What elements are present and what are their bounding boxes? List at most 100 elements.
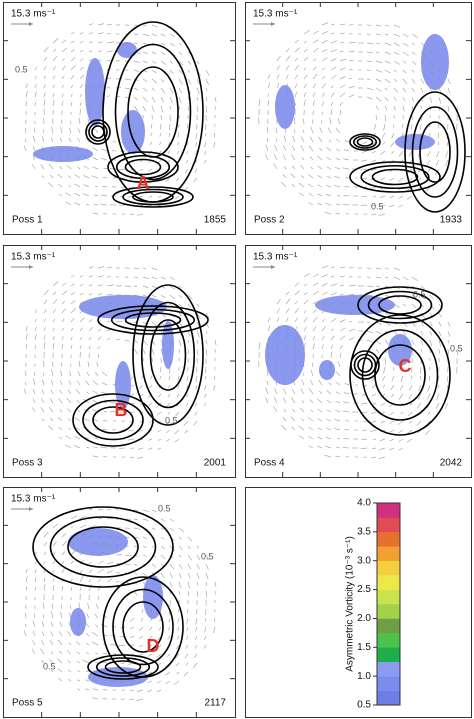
wind-vector bbox=[86, 446, 90, 449]
wind-vector bbox=[339, 293, 344, 296]
wind-vector bbox=[97, 578, 102, 583]
wind-vector bbox=[94, 428, 99, 431]
wind-vector bbox=[32, 378, 36, 386]
wind-vector bbox=[425, 429, 431, 436]
wind-vector bbox=[267, 93, 270, 98]
wind-vector bbox=[366, 87, 374, 91]
wind-vector bbox=[175, 662, 180, 667]
wind-vector bbox=[411, 348, 414, 356]
wind-vector bbox=[328, 382, 332, 386]
wind-vector bbox=[52, 585, 55, 592]
wind-vector bbox=[393, 51, 400, 56]
wind-vector bbox=[375, 87, 382, 92]
wind-vector bbox=[348, 68, 353, 71]
wind-vector bbox=[160, 563, 164, 567]
wind-vector bbox=[266, 137, 269, 143]
wind-vector bbox=[52, 299, 58, 305]
wind-vector bbox=[373, 123, 377, 130]
wind-vector bbox=[43, 584, 46, 592]
wind-vector bbox=[139, 429, 144, 432]
colorbar-swatch bbox=[377, 604, 400, 619]
wind-vector bbox=[326, 147, 332, 152]
wind-vector bbox=[298, 425, 305, 431]
wind-vector bbox=[265, 154, 269, 161]
wind-vector bbox=[167, 150, 171, 155]
wind-vector bbox=[307, 174, 314, 179]
wind-vector bbox=[70, 318, 75, 323]
wind-vector bbox=[177, 617, 180, 624]
wind-vector bbox=[82, 659, 90, 664]
wind-vector bbox=[312, 47, 319, 53]
wind-vector bbox=[402, 366, 404, 372]
wind-vector bbox=[67, 165, 72, 170]
wind-vector bbox=[77, 380, 81, 386]
wind-vector bbox=[169, 321, 173, 325]
wind-vector bbox=[307, 417, 314, 422]
wind-vector bbox=[194, 159, 198, 164]
wind-vector bbox=[195, 375, 198, 383]
wind-vector bbox=[165, 429, 171, 434]
wind-vector bbox=[213, 384, 216, 391]
wind-vector bbox=[24, 623, 27, 628]
colorbar-frame bbox=[245, 487, 472, 718]
wind-vector bbox=[393, 42, 400, 46]
wind-vector bbox=[435, 159, 440, 166]
wind-vector bbox=[50, 389, 54, 395]
wind-vector bbox=[61, 65, 66, 71]
wind-vector bbox=[70, 93, 73, 98]
wind-vector bbox=[436, 150, 440, 158]
wind-vector bbox=[169, 303, 173, 307]
wind-vector bbox=[310, 126, 314, 134]
wind-vector bbox=[194, 402, 198, 407]
wind-vector bbox=[61, 282, 67, 287]
wind-vector bbox=[196, 303, 200, 308]
wind-vector bbox=[167, 411, 171, 415]
colorbar-swatch bbox=[377, 661, 400, 677]
wind-vector bbox=[273, 397, 278, 404]
wind-vector bbox=[187, 339, 190, 344]
wind-vector bbox=[406, 195, 413, 200]
wind-vector bbox=[160, 518, 165, 522]
wind-vector bbox=[166, 402, 171, 408]
contour bbox=[104, 660, 142, 674]
wind-vector bbox=[88, 561, 92, 565]
wind-vector bbox=[303, 40, 307, 44]
wind-vector bbox=[411, 366, 413, 373]
wind-vector bbox=[124, 339, 130, 342]
wind-vector bbox=[133, 276, 139, 279]
panel-time: 1933 bbox=[440, 215, 463, 226]
wind-vector bbox=[317, 175, 323, 179]
wind-vector bbox=[344, 429, 350, 431]
wind-vector bbox=[213, 617, 216, 623]
wind-vector bbox=[294, 290, 300, 296]
wind-vector bbox=[343, 149, 350, 152]
wind-vector bbox=[79, 524, 87, 529]
wind-vector bbox=[70, 31, 75, 35]
wind-vector bbox=[375, 24, 382, 27]
wind-vector bbox=[106, 41, 114, 44]
wind-vector bbox=[88, 275, 94, 278]
wind-vector bbox=[375, 114, 378, 121]
wind-vector bbox=[399, 384, 404, 391]
wind-vector bbox=[194, 168, 198, 173]
colorbar-title: Asymmetric Vorticity (10⁻³ s⁻¹) bbox=[345, 536, 356, 672]
wind-vector bbox=[25, 575, 28, 583]
wind-vector bbox=[50, 379, 54, 386]
wind-vector bbox=[447, 78, 451, 84]
wind-vector bbox=[97, 508, 104, 511]
wind-vector bbox=[148, 447, 153, 450]
feature-marker: A bbox=[137, 173, 150, 193]
wind-vector bbox=[186, 375, 189, 382]
wind-vector bbox=[94, 613, 99, 619]
wind-vector bbox=[101, 371, 108, 377]
wind-vector bbox=[298, 435, 305, 440]
wind-vector bbox=[276, 317, 280, 323]
wind-vector bbox=[187, 69, 191, 73]
wind-vector bbox=[429, 96, 433, 103]
wind-vector bbox=[142, 60, 148, 64]
scale-arrowhead bbox=[271, 265, 275, 269]
panel-time: 2001 bbox=[204, 458, 227, 469]
wind-vector bbox=[321, 335, 325, 341]
wind-vector bbox=[102, 698, 108, 700]
scale-arrowhead bbox=[271, 22, 275, 26]
